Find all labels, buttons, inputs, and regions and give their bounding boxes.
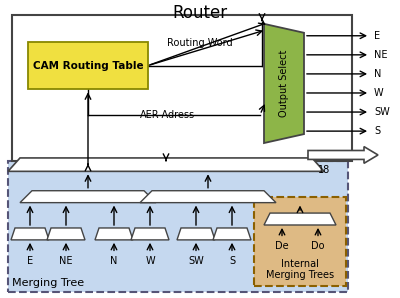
Text: W: W (374, 88, 384, 98)
Text: Output Select: Output Select (279, 50, 289, 117)
Polygon shape (11, 228, 49, 240)
Text: CAM Routing Table: CAM Routing Table (33, 60, 143, 71)
Polygon shape (47, 228, 85, 240)
Text: N: N (110, 256, 118, 266)
Polygon shape (213, 228, 251, 240)
Bar (12, 15, 352, 161)
Bar (254, 197, 346, 286)
Text: SW: SW (374, 107, 390, 117)
Text: S: S (229, 256, 235, 266)
Polygon shape (264, 213, 336, 225)
Text: Merging Tree: Merging Tree (12, 277, 84, 288)
Text: N: N (374, 69, 381, 79)
Polygon shape (131, 228, 169, 240)
Polygon shape (177, 228, 215, 240)
Polygon shape (140, 191, 276, 203)
Polygon shape (264, 24, 304, 143)
Text: AER-Adress: AER-Adress (140, 110, 195, 120)
Text: 18: 18 (318, 165, 330, 176)
Text: NE: NE (59, 256, 73, 266)
Text: Router: Router (172, 4, 228, 22)
Text: Do: Do (311, 241, 325, 252)
Bar (8, 161, 348, 292)
Polygon shape (8, 158, 324, 171)
Polygon shape (308, 147, 378, 163)
Text: Routing Word: Routing Word (167, 38, 233, 48)
Text: E: E (374, 31, 380, 41)
Text: W: W (145, 256, 155, 266)
Polygon shape (95, 228, 133, 240)
Text: S: S (374, 126, 380, 136)
Text: NE: NE (374, 50, 388, 60)
Text: E: E (27, 256, 33, 266)
Bar (28, 42, 148, 89)
Polygon shape (20, 191, 156, 203)
Text: De: De (275, 241, 289, 252)
Text: Internal
Merging Trees: Internal Merging Trees (266, 259, 334, 280)
Text: SW: SW (188, 256, 204, 266)
